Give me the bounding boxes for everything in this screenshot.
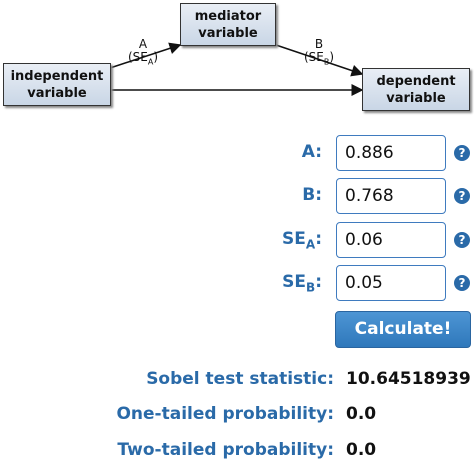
help-icon[interactable]: ? [454, 145, 470, 161]
text-input[interactable]: 0.886 [336, 135, 446, 171]
text-input[interactable]: 0.768 [336, 178, 446, 214]
path-se: (SEA) [128, 51, 158, 68]
arrow-a [109, 42, 182, 69]
path-b-label: B (SEB) [304, 38, 334, 68]
box-text: variable [386, 90, 446, 106]
dependent-box: dependent variable [362, 68, 470, 111]
mediator-box: mediator variable [180, 3, 276, 46]
label-colon: : [315, 229, 322, 249]
independent-box: independent variable [3, 63, 111, 106]
text-input[interactable]: 0.05 [336, 265, 446, 301]
path-letter: A [138, 37, 148, 51]
field-label: A: [301, 142, 322, 162]
text-input[interactable]: 0.06 [336, 222, 446, 258]
se-prefix: (SE [128, 50, 148, 64]
label-sub: A [305, 237, 316, 252]
help-icon[interactable]: ? [454, 275, 470, 291]
arrow-b [275, 44, 364, 77]
se-suffix: ) [329, 50, 335, 64]
box-text: variable [27, 85, 87, 101]
box-text: mediator [194, 8, 262, 24]
result-label: One-tailed probability: [116, 404, 334, 424]
field-label: B: [302, 185, 322, 205]
path-se: (SEB) [304, 51, 334, 68]
se-suffix: ) [153, 50, 159, 64]
result-value: 0.0 [346, 440, 377, 460]
help-icon[interactable]: ? [454, 232, 470, 248]
help-icon[interactable]: ? [454, 188, 470, 204]
result-label: Sobel test statistic: [146, 369, 334, 389]
path-letter: B [314, 37, 324, 51]
box-text: independent [10, 68, 104, 84]
se-sub: A [147, 57, 154, 67]
path-a-label: A (SEA) [128, 38, 158, 68]
box-text: dependent [376, 73, 456, 89]
label-text: SE [282, 272, 307, 292]
se-sub: B [323, 57, 330, 67]
label-colon: : [315, 272, 322, 292]
field-label: SEB: [282, 272, 322, 294]
result-value: 0.0 [346, 404, 377, 424]
box-text: variable [198, 25, 258, 41]
label-sub: B [306, 280, 316, 295]
calculate-button[interactable]: Calculate! [335, 311, 471, 348]
diagram-arrows [109, 42, 364, 96]
label-text: SE [282, 229, 306, 249]
field-label: SEA: [282, 229, 322, 251]
result-value: 10.64518939 [346, 369, 471, 389]
result-label: Two-tailed probability: [117, 440, 334, 460]
se-prefix: (SE [304, 50, 324, 64]
